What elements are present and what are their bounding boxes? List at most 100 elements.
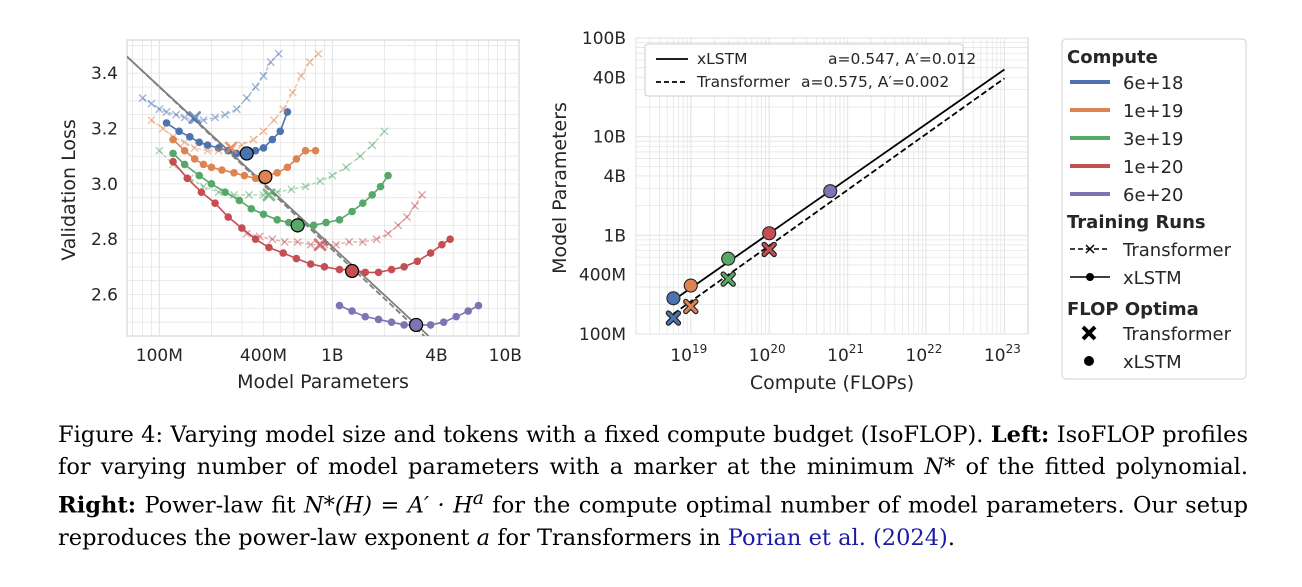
left-point-xlstm bbox=[265, 243, 273, 252]
right-xlabel: Compute (FLOPs) bbox=[750, 372, 914, 394]
left-point-transformer bbox=[372, 235, 381, 244]
fit-legend-xlstm-name: xLSTM bbox=[697, 50, 748, 68]
right-point-xlstm-6e+18 bbox=[666, 291, 681, 306]
left-xlabel: Model Parameters bbox=[237, 371, 409, 393]
left-point-transformer bbox=[266, 58, 275, 67]
left-optimum-transformer-3e+19-stroke2 bbox=[262, 188, 276, 202]
left-point-transformer bbox=[255, 232, 264, 241]
right-point-transformer-1e+19-stroke2 bbox=[684, 299, 698, 313]
left-point-transformer-stroke2 bbox=[203, 146, 212, 155]
left-point-transformer bbox=[384, 229, 392, 238]
left-point-transformer bbox=[214, 188, 223, 197]
left-point-xlstm bbox=[251, 235, 260, 243]
left-point-transformer bbox=[147, 99, 156, 108]
left-optimum-transformer-6e+18-stroke2 bbox=[188, 111, 202, 124]
left-point-xlstm bbox=[335, 301, 344, 310]
right-ylabel: Model Parameters bbox=[549, 102, 571, 274]
right-point-xlstm-3e+19 bbox=[721, 251, 736, 266]
left-point-transformer bbox=[280, 238, 289, 246]
left-point-xlstm bbox=[384, 171, 392, 180]
left-point-transformer bbox=[332, 240, 340, 249]
left-point-transformer bbox=[394, 221, 402, 230]
left-point-transformer bbox=[356, 152, 365, 161]
caption-end: . bbox=[947, 524, 955, 551]
left-point-transformer-stroke2 bbox=[221, 110, 230, 119]
left-point-xlstm bbox=[221, 188, 229, 196]
left-point-xlstm bbox=[268, 135, 277, 144]
left-point-xlstm bbox=[446, 235, 454, 243]
left-point-xlstm bbox=[474, 301, 483, 310]
left-point-xlstm bbox=[259, 144, 268, 152]
figure: 2.6 2.8 3.0 3.2 3.4 100M 400M 1B 4B 10B Validatio… bbox=[58, 29, 1247, 394]
left-point-transformer-stroke2 bbox=[279, 105, 288, 114]
right-xtick-base: 10 bbox=[670, 346, 692, 366]
left-point-transformer bbox=[172, 110, 181, 119]
left-optimum-xlstm-3e+19 bbox=[290, 218, 305, 233]
right-point-transformer-3e+19 bbox=[720, 271, 736, 287]
left-point-transformer-stroke2 bbox=[211, 113, 219, 122]
figure-caption: Figure 4: Varying model size and tokens … bbox=[58, 419, 1248, 554]
left-point-xlstm bbox=[368, 191, 376, 199]
left-plot-area bbox=[126, 39, 520, 337]
left-point-xlstm bbox=[400, 321, 408, 329]
left-point-transformer bbox=[305, 58, 314, 67]
left-ylabel: Validation Loss bbox=[58, 119, 80, 261]
left-point-transformer bbox=[259, 127, 268, 136]
legend-compute-label: 6e+20 bbox=[1123, 185, 1184, 206]
left-optimum-transformer-1e+19-stroke2 bbox=[224, 141, 238, 155]
left-point-transformer-stroke2 bbox=[232, 105, 241, 114]
left-point-xlstm bbox=[180, 146, 189, 155]
left-point-transformer-stroke2 bbox=[368, 141, 377, 150]
legend-optima-transformer-marker bbox=[1081, 325, 1097, 341]
right-point-transformer-6e+18 bbox=[665, 310, 682, 326]
left-point-xlstm bbox=[301, 146, 310, 155]
left-point-transformer bbox=[230, 191, 238, 199]
left-point-transformer-stroke2 bbox=[214, 188, 223, 197]
left-point-transformer-stroke2 bbox=[288, 88, 297, 97]
left-xtick-label: 400M bbox=[240, 346, 287, 366]
caption-paragraph: Figure 4: Varying model size and tokens … bbox=[58, 419, 1248, 554]
left-point-transformer-stroke2 bbox=[394, 221, 402, 230]
left-optimum-transformer-1e+20-stroke2 bbox=[313, 238, 327, 252]
left-point-transformer-stroke2 bbox=[358, 238, 367, 246]
left-point-transformer bbox=[211, 113, 219, 122]
left-point-transformer-stroke2 bbox=[314, 49, 323, 58]
left-point-transformer-stroke2 bbox=[180, 138, 189, 147]
caption-formula-exp: a bbox=[472, 488, 484, 509]
left-point-transformer-stroke2 bbox=[237, 141, 246, 150]
left-ytick-label: 2.8 bbox=[91, 230, 118, 250]
left-point-xlstm bbox=[169, 135, 177, 144]
left-point-transformer bbox=[190, 143, 199, 152]
left-point-transformer-stroke2 bbox=[384, 229, 392, 238]
right-xtick-base: 10 bbox=[749, 346, 771, 366]
caption-right-text: Power-law fit bbox=[136, 492, 304, 519]
left-point-xlstm bbox=[322, 218, 330, 227]
left-point-transformer bbox=[301, 182, 310, 191]
caption-citation-link[interactable]: Porian et al. (2024) bbox=[727, 524, 948, 551]
left-point-transformer-stroke2 bbox=[159, 124, 167, 133]
left-point-transformer-stroke2 bbox=[403, 213, 411, 221]
left-point-xlstm bbox=[207, 163, 216, 172]
left-point-transformer-stroke2 bbox=[138, 94, 147, 102]
left-point-transformer bbox=[162, 108, 171, 116]
left-optimum-xlstm-6e+18 bbox=[239, 146, 254, 161]
right-xtick-exp: 23 bbox=[1006, 342, 1021, 356]
left-point-transformer bbox=[418, 191, 426, 199]
left-point-transformer bbox=[328, 171, 337, 180]
right-xtick-label: 1021 bbox=[827, 342, 864, 366]
left-point-transformer-stroke2 bbox=[345, 238, 353, 246]
right-ytick-label: 1B bbox=[604, 226, 626, 246]
left-point-transformer bbox=[245, 191, 253, 199]
left-point-xlstm bbox=[247, 204, 256, 213]
left-chart: 2.6 2.8 3.0 3.2 3.4 100M 400M 1B 4B 10B Validatio… bbox=[58, 39, 522, 393]
left-point-xlstm bbox=[197, 188, 206, 196]
legend-runs-xlstm: xLSTM bbox=[1123, 268, 1182, 289]
left-point-xlstm bbox=[387, 318, 396, 326]
right-point-transformer-1e+20 bbox=[761, 241, 777, 258]
left-point-transformer-stroke2 bbox=[332, 240, 340, 249]
left-point-transformer bbox=[242, 229, 251, 238]
legend-compute-title: Compute bbox=[1067, 47, 1158, 68]
left-point-xlstm bbox=[169, 149, 177, 158]
left-point-transformer bbox=[342, 163, 350, 172]
